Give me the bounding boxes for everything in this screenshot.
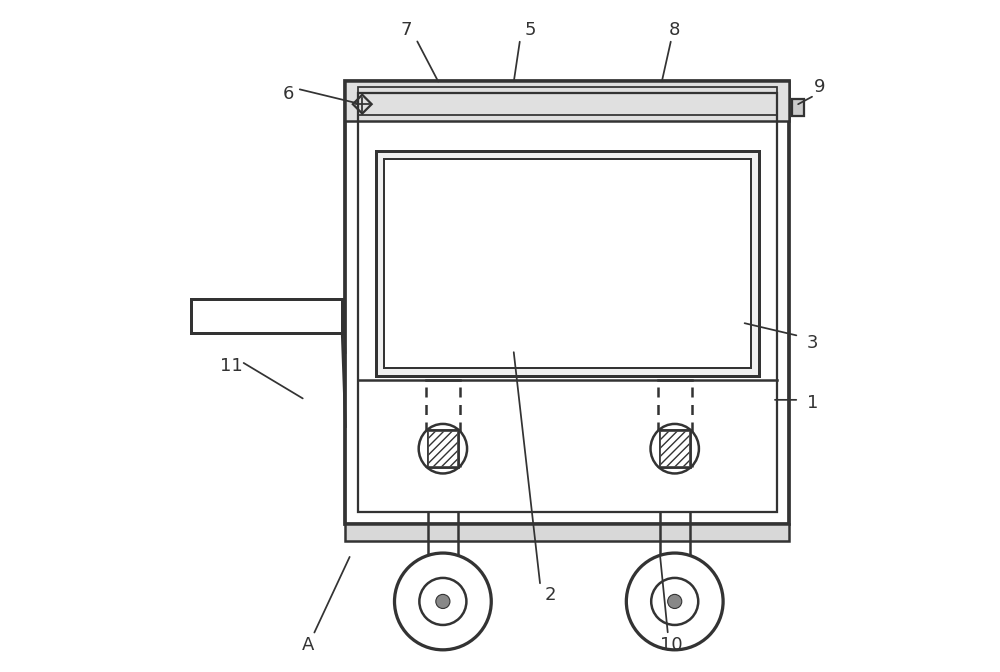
Text: 3: 3: [807, 334, 818, 351]
Text: A: A: [302, 636, 315, 654]
Polygon shape: [191, 299, 342, 333]
Text: 6: 6: [283, 85, 294, 103]
Polygon shape: [428, 430, 458, 467]
Polygon shape: [660, 430, 690, 467]
Circle shape: [651, 578, 698, 625]
Text: 2: 2: [545, 586, 556, 603]
Text: 8: 8: [669, 22, 680, 39]
Circle shape: [626, 553, 723, 650]
Text: 1: 1: [807, 394, 818, 412]
Circle shape: [419, 578, 466, 625]
Text: 7: 7: [400, 22, 412, 39]
Polygon shape: [660, 430, 690, 467]
Polygon shape: [376, 151, 759, 376]
Text: 11: 11: [220, 358, 243, 375]
Ellipse shape: [419, 424, 467, 474]
Polygon shape: [384, 159, 751, 368]
Polygon shape: [345, 524, 789, 541]
Ellipse shape: [651, 424, 699, 474]
Polygon shape: [345, 81, 789, 121]
Polygon shape: [428, 430, 458, 467]
Polygon shape: [428, 430, 458, 467]
Circle shape: [668, 595, 682, 609]
Text: 5: 5: [524, 22, 536, 39]
Text: 9: 9: [813, 79, 825, 96]
Bar: [792, 99, 804, 116]
Circle shape: [394, 553, 491, 650]
Polygon shape: [660, 431, 689, 466]
Polygon shape: [345, 81, 789, 524]
Text: 10: 10: [660, 636, 683, 654]
Polygon shape: [660, 430, 690, 467]
Polygon shape: [428, 431, 457, 466]
Circle shape: [436, 595, 450, 609]
